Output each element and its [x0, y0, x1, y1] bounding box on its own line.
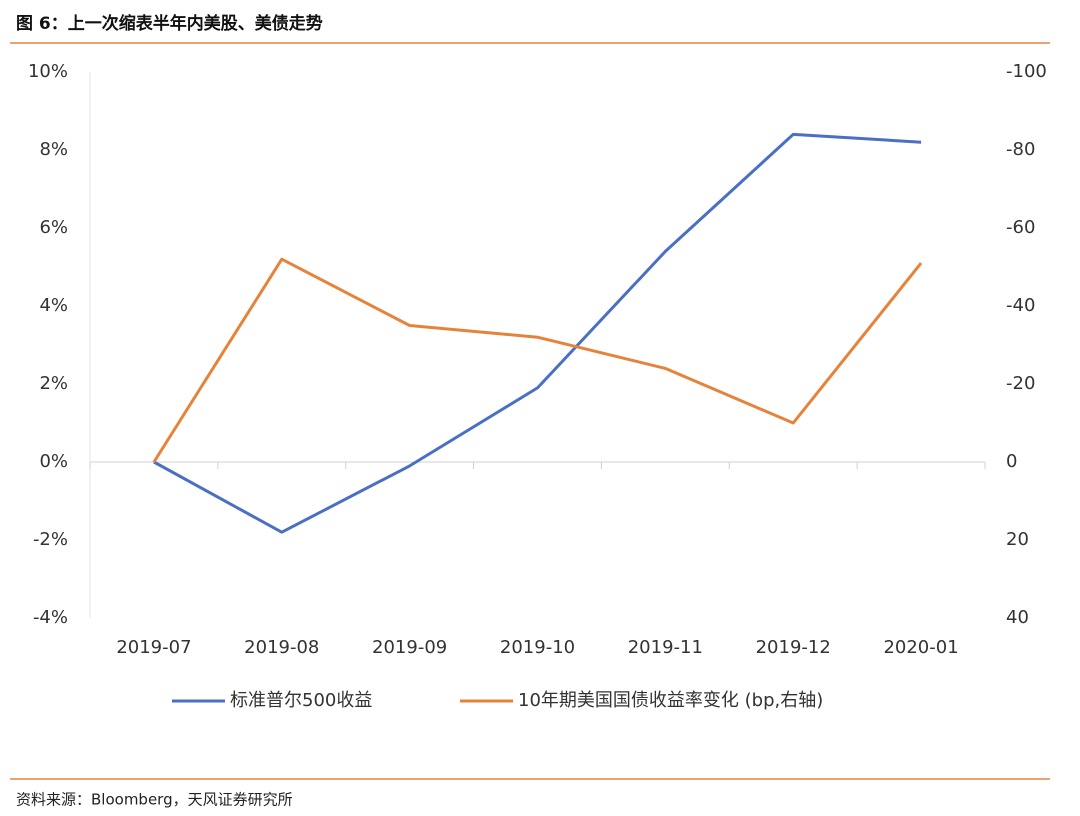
y-tick-label: -4%: [33, 607, 68, 628]
legend-label: 标准普尔500收益: [230, 690, 372, 711]
y-tick-label: 6%: [39, 217, 68, 238]
y-tick-label: 10%: [28, 61, 68, 82]
y-tick-label: -2%: [33, 529, 68, 550]
source: 资料来源：Bloomberg，天风证券研究所: [16, 791, 293, 809]
y-tick-label: 2%: [39, 373, 68, 394]
y2-tick-label: -40: [1006, 295, 1035, 316]
x-tick-label: 2019-10: [500, 637, 575, 658]
x-tick-label: 2019-12: [756, 637, 831, 658]
y2-tick-label: -20: [1006, 373, 1035, 394]
x-tick-label: 2019-07: [116, 637, 191, 658]
x-tick-label: 2019-09: [372, 637, 447, 658]
series-line: [152, 257, 923, 463]
legend-label: 10年期美国国债收益率变化 (bp,右轴): [518, 690, 823, 711]
y2-tick-label: 40: [1006, 607, 1029, 628]
chart-title: 图 6：上一次缩表半年内美股、美债走势: [16, 13, 323, 34]
y-tick-label: 4%: [39, 295, 68, 316]
x-tick-label: 2020-01: [883, 637, 958, 658]
y2-tick-label: 0: [1006, 451, 1017, 472]
x-tick-label: 2019-11: [628, 637, 703, 658]
y2-tick-label: 20: [1006, 529, 1029, 550]
y2-tick-label: -100: [1006, 61, 1047, 82]
y2-tick-label: -80: [1006, 139, 1035, 160]
series-line: [153, 132, 922, 534]
y-tick-label: 8%: [39, 139, 68, 160]
y2-tick-label: -60: [1006, 217, 1035, 238]
x-tick-label: 2019-08: [244, 637, 319, 658]
y-tick-label: 0%: [39, 451, 68, 472]
